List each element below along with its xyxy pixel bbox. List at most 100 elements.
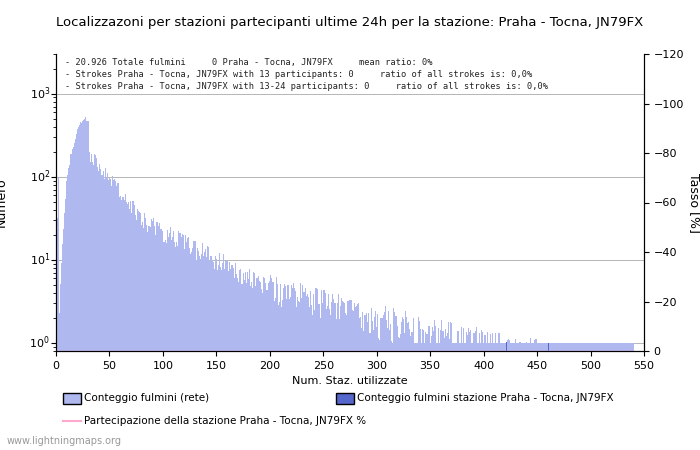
Bar <box>326 309 327 450</box>
Bar <box>329 309 330 450</box>
Bar <box>521 343 522 450</box>
Bar <box>274 298 276 450</box>
Text: $10^{1}$: $10^{1}$ <box>29 252 50 268</box>
Bar <box>386 320 387 450</box>
Bar <box>280 284 281 450</box>
Bar <box>564 343 566 450</box>
Bar <box>442 331 444 450</box>
Bar <box>432 327 433 450</box>
Bar <box>331 302 332 450</box>
Bar <box>95 155 96 450</box>
Bar <box>215 256 216 450</box>
Bar <box>527 343 528 450</box>
Bar <box>547 343 548 450</box>
Bar <box>378 338 379 450</box>
Bar <box>89 152 90 450</box>
Bar <box>603 343 604 450</box>
Bar <box>604 343 605 450</box>
Bar <box>612 343 613 450</box>
Bar <box>532 343 533 450</box>
Bar <box>176 242 177 450</box>
Bar <box>625 343 626 450</box>
Bar <box>457 331 458 450</box>
Bar <box>61 263 62 450</box>
Bar <box>570 343 572 450</box>
Bar <box>448 321 449 450</box>
Bar <box>371 308 372 450</box>
Bar <box>587 343 588 450</box>
Bar <box>454 343 455 450</box>
Bar <box>254 273 256 450</box>
Bar <box>197 251 199 450</box>
Bar <box>626 343 627 450</box>
Bar <box>572 343 573 450</box>
Bar <box>503 343 505 450</box>
Bar <box>394 312 395 450</box>
Bar <box>489 334 491 450</box>
Bar <box>322 303 323 450</box>
Bar <box>126 202 127 450</box>
Bar <box>223 254 225 450</box>
Bar <box>297 297 298 450</box>
Bar <box>253 272 254 450</box>
Bar <box>98 171 99 450</box>
Bar <box>300 283 302 450</box>
Bar <box>480 343 481 450</box>
Bar <box>120 200 122 450</box>
Bar <box>477 343 478 450</box>
Bar <box>292 288 293 450</box>
Bar <box>77 130 78 450</box>
Bar <box>178 231 179 450</box>
Bar <box>298 301 299 450</box>
Bar <box>346 315 347 450</box>
Bar <box>286 299 288 450</box>
Bar <box>188 237 189 450</box>
Bar <box>356 306 357 450</box>
Bar <box>78 127 79 450</box>
Bar <box>473 333 475 450</box>
Bar <box>611 343 612 450</box>
Bar <box>446 336 447 450</box>
Bar <box>279 302 280 450</box>
Bar <box>110 179 111 450</box>
Bar <box>150 219 152 450</box>
Bar <box>405 311 406 450</box>
Bar <box>407 324 408 450</box>
Bar <box>470 330 471 450</box>
Bar <box>256 278 258 450</box>
Bar <box>451 323 452 450</box>
Bar <box>557 343 558 450</box>
Bar <box>270 275 272 450</box>
Bar <box>65 199 66 450</box>
Bar <box>243 273 244 450</box>
Bar <box>73 147 74 450</box>
Bar <box>562 343 564 450</box>
Bar <box>556 343 557 450</box>
Bar <box>83 120 84 450</box>
Bar <box>355 307 356 450</box>
Bar <box>134 215 136 450</box>
Bar <box>421 343 422 450</box>
Bar <box>544 343 545 450</box>
Bar <box>515 338 516 450</box>
Bar <box>526 342 527 450</box>
Bar <box>540 343 541 450</box>
Bar <box>369 333 370 450</box>
Bar <box>106 178 107 450</box>
Bar <box>615 343 616 450</box>
Bar <box>633 343 634 450</box>
Bar <box>528 343 529 450</box>
Bar <box>325 293 326 450</box>
Bar <box>237 278 238 450</box>
Bar <box>566 343 568 450</box>
Bar <box>82 121 83 450</box>
Bar <box>118 197 120 450</box>
Bar <box>166 243 167 450</box>
Bar <box>463 328 464 450</box>
Bar <box>81 123 82 450</box>
Bar <box>201 254 202 450</box>
Bar <box>158 226 159 450</box>
Bar <box>109 178 110 450</box>
Bar <box>420 329 421 450</box>
Bar <box>580 343 582 450</box>
